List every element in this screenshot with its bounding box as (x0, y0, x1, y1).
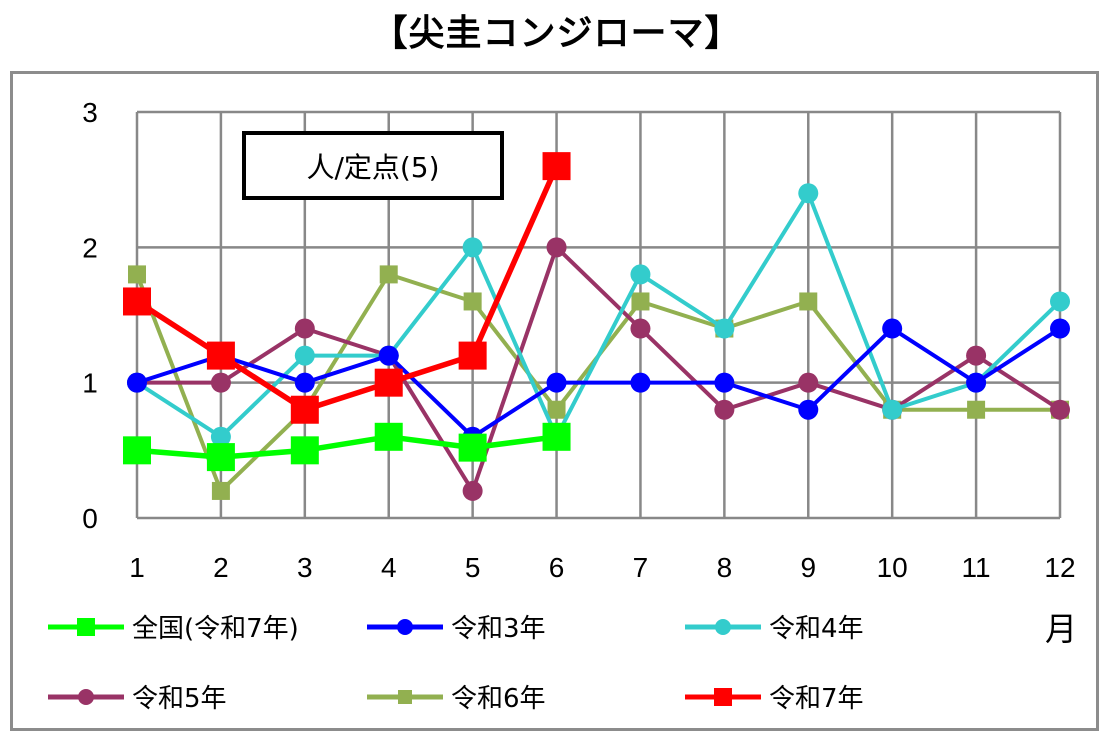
data-point (290, 436, 319, 465)
unit-label: 人/定点(5) (306, 151, 439, 184)
x-tick-label: 12 (1044, 552, 1075, 583)
x-tick-label: 6 (549, 552, 565, 583)
data-point (966, 345, 987, 366)
data-point (211, 481, 230, 500)
unit-label-box: 人/定点(5) (242, 131, 504, 200)
data-point (1050, 318, 1070, 339)
data-point (458, 433, 487, 462)
series-line (135, 165, 560, 413)
data-point (127, 372, 147, 393)
x-tick-label: 8 (717, 552, 733, 583)
y-tick-label: 0 (82, 503, 98, 534)
chart-title: 【尖圭コンジローマ】 (371, 13, 742, 54)
data-point (210, 426, 231, 447)
data-point (374, 422, 403, 451)
data-point (128, 265, 146, 284)
data-point (374, 368, 403, 397)
y-axis-ticks: 0 1 2 3 (82, 97, 98, 534)
legend-marker (78, 689, 94, 705)
legend-label: 令和4年 (769, 614, 864, 644)
data-point (882, 318, 903, 339)
data-point (462, 480, 483, 501)
legend-marker (715, 619, 731, 635)
x-tick-label: 10 (877, 552, 908, 583)
data-point (547, 400, 566, 419)
x-tick-label: 1 (129, 552, 145, 583)
data-point (799, 292, 818, 311)
data-point (966, 372, 987, 393)
legend-label: 令和6年 (451, 684, 546, 714)
y-tick-label: 3 (82, 97, 98, 128)
legend-marker (398, 690, 412, 704)
data-point (546, 372, 567, 393)
data-point (542, 152, 571, 181)
data-point (378, 345, 399, 366)
legend-item: 令和4年 (685, 614, 864, 644)
data-point (294, 345, 315, 366)
x-tick-label: 5 (465, 552, 481, 583)
data-point (882, 399, 903, 420)
data-point (206, 443, 235, 472)
data-point (630, 318, 651, 339)
data-point (290, 395, 319, 424)
data-point (379, 265, 398, 284)
legend-item: 令和7年 (685, 684, 864, 714)
data-point (458, 341, 487, 370)
x-tick-label: 3 (297, 552, 313, 583)
data-point (294, 318, 315, 339)
x-axis-label: 月 (1045, 610, 1077, 648)
data-point (463, 292, 482, 311)
series-4 (127, 237, 1070, 501)
data-point (630, 264, 651, 285)
data-point (798, 183, 819, 204)
series-3 (127, 183, 1070, 447)
series-1 (123, 422, 571, 472)
data-point (1050, 291, 1070, 312)
x-axis-ticks: 1 2 3 4 5 6 7 8 9 10 11 12 (129, 552, 1075, 583)
legend-item: 全国(令和7年) (48, 614, 299, 644)
data-point (123, 287, 151, 316)
series-line (135, 191, 1062, 439)
legend-label: 令和3年 (451, 614, 546, 644)
x-tick-label: 11 (962, 552, 991, 583)
series-line (136, 326, 1062, 439)
legend-marker (714, 688, 732, 706)
data-point (542, 422, 571, 451)
data-point (798, 399, 819, 420)
data-point (462, 237, 483, 258)
data-point (123, 436, 151, 465)
series-line (137, 245, 1062, 493)
legend-item: 令和6年 (367, 684, 546, 714)
legend-item: 令和5年 (48, 684, 227, 714)
data-point (630, 372, 651, 393)
legend-label: 全国(令和7年) (132, 614, 299, 644)
data-point (631, 292, 650, 311)
series-6 (123, 152, 571, 424)
legend-item: 令和3年 (367, 614, 546, 644)
y-tick-label: 1 (82, 368, 98, 399)
data-point (1050, 399, 1070, 420)
data-point (546, 237, 567, 258)
x-tick-label: 4 (381, 552, 397, 583)
series-lines (123, 152, 1070, 501)
y-tick-label: 2 (82, 232, 98, 263)
data-point (714, 318, 735, 339)
data-point (967, 400, 986, 419)
legend-marker (397, 619, 413, 635)
data-point (294, 372, 315, 393)
data-point (798, 372, 819, 393)
data-point (206, 341, 235, 370)
data-point (714, 399, 735, 420)
chart-frame (10, 71, 1099, 731)
data-point (210, 372, 231, 393)
x-tick-label: 2 (213, 552, 229, 583)
data-point (714, 372, 735, 393)
legend-label: 令和7年 (769, 684, 864, 714)
legend-label: 令和5年 (132, 684, 227, 714)
legend-marker (77, 618, 95, 636)
x-tick-label: 9 (800, 552, 816, 583)
x-tick-label: 7 (633, 552, 649, 583)
